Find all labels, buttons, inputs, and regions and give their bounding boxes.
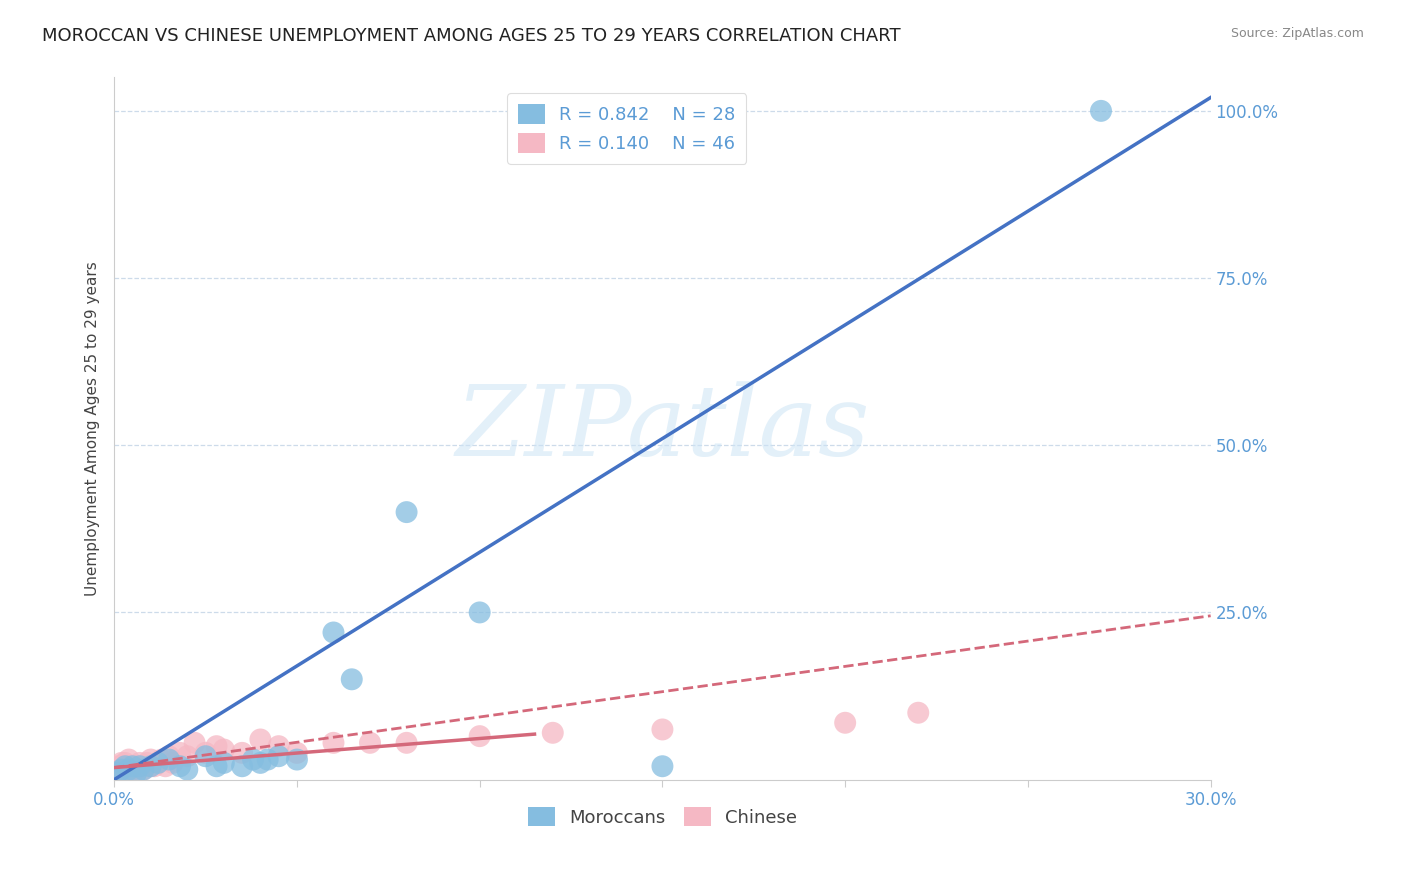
Point [468,729,491,743]
Point [114,756,136,770]
Point [146,756,169,770]
Point [183,736,205,750]
Point [907,706,929,720]
Point [651,723,673,737]
Point [242,753,264,767]
Point [169,759,191,773]
Point [194,746,217,760]
Point [110,756,132,770]
Point [157,749,180,764]
Point [114,759,136,773]
Point [139,759,162,773]
Point [395,505,418,519]
Point [176,763,198,777]
Text: MOROCCAN VS CHINESE UNEMPLOYMENT AMONG AGES 25 TO 29 YEARS CORRELATION CHART: MOROCCAN VS CHINESE UNEMPLOYMENT AMONG A… [42,27,901,45]
Point [256,753,278,767]
Point [285,753,308,767]
Point [132,763,155,777]
Point [395,736,418,750]
Point [267,739,290,754]
Point [114,763,136,777]
Point [128,759,150,773]
Point [118,763,141,777]
Point [150,753,173,767]
Point [231,746,253,760]
Point [114,766,136,780]
Point [340,673,363,687]
Point [110,759,132,773]
Point [162,756,184,770]
Point [125,759,148,773]
Text: ZIPatlas: ZIPatlas [456,381,870,476]
Point [322,736,344,750]
Point [139,759,162,773]
Point [249,732,271,747]
Point [121,763,143,777]
Point [176,749,198,764]
Point [1090,103,1112,118]
Point [118,753,141,767]
Point [651,759,673,773]
Point [194,749,217,764]
Point [107,763,129,777]
Point [132,759,155,773]
Point [121,759,143,773]
Point [205,759,228,773]
Point [125,763,148,777]
Legend: Moroccans, Chinese: Moroccans, Chinese [520,799,804,834]
Point [285,746,308,760]
Point [169,746,191,760]
Point [267,749,290,764]
Point [128,759,150,773]
Point [128,756,150,770]
Point [107,759,129,773]
Point [110,763,132,777]
Point [212,742,235,756]
Point [468,606,491,620]
Point [231,759,253,773]
Point [205,739,228,754]
Point [212,756,235,770]
Point [541,726,564,740]
Point [139,753,162,767]
Point [146,756,169,770]
Point [107,766,129,780]
Text: Source: ZipAtlas.com: Source: ZipAtlas.com [1230,27,1364,40]
Point [155,759,177,773]
Point [136,756,159,770]
Point [110,766,132,780]
Point [322,625,344,640]
Point [157,753,180,767]
Y-axis label: Unemployment Among Ages 25 to 29 years: Unemployment Among Ages 25 to 29 years [86,261,100,596]
Point [121,759,143,773]
Point [125,766,148,780]
Point [143,759,166,773]
Point [359,736,381,750]
Point [249,756,271,770]
Point [834,715,856,730]
Point [118,759,141,773]
Point [132,763,155,777]
Point [107,766,129,780]
